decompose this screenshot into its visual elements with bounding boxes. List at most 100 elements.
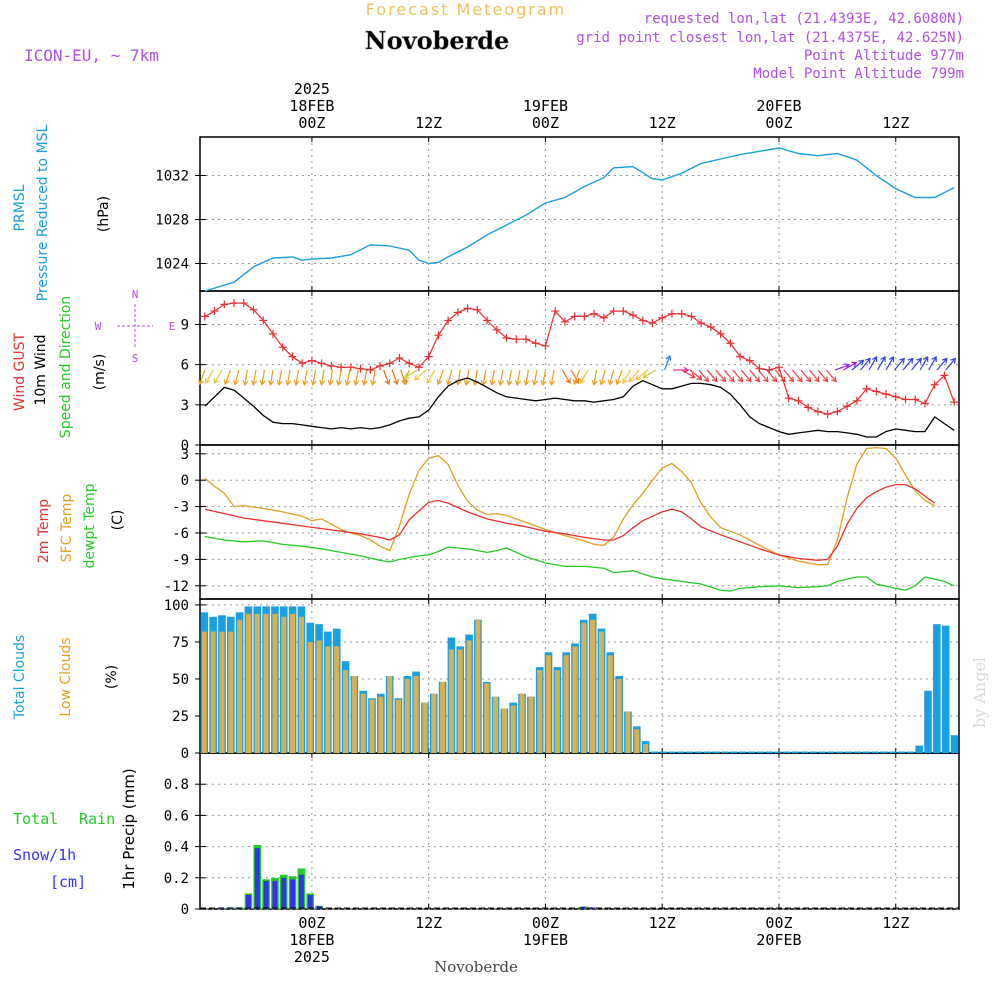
panel-precip: 0 0.2 0.4 0.6 0.8: [164, 752, 960, 918]
gust-marker: [872, 387, 881, 396]
gust-marker: [911, 395, 920, 404]
wind-arrow-head: [436, 379, 443, 386]
gust-marker: [473, 305, 482, 314]
location-title: Novoberde: [365, 26, 510, 55]
cloud-low-bar: [307, 641, 313, 753]
wind-arrow: [800, 369, 811, 382]
gust-marker: [658, 313, 667, 322]
gust-marker: [755, 364, 764, 373]
cloud-low-bar: [431, 693, 437, 753]
gust-marker: [843, 402, 852, 411]
wind-arrow: [295, 369, 300, 385]
panels: 1024102810320369-12-9-6-303025507510000.…: [12, 80, 960, 966]
wind-arrow-head: [628, 376, 635, 383]
cloud-low-bar: [590, 619, 596, 753]
wind-arrow-head: [403, 372, 410, 379]
gust-marker: [249, 305, 258, 314]
wind-arrow-head: [591, 379, 598, 386]
wind-arrow: [766, 369, 777, 382]
gust-marker: [930, 380, 939, 389]
clouds-ytick-label: 0: [181, 746, 189, 762]
wind-arrow: [573, 369, 581, 385]
cloud-total-bar: [950, 735, 959, 753]
pressure-line: [204, 147, 955, 292]
gust-marker: [901, 395, 910, 404]
wind-arrow: [825, 369, 837, 382]
wind-arrow-head: [531, 379, 539, 386]
wind-arrow-head: [763, 376, 769, 383]
cloud-low-bar: [343, 670, 349, 753]
total-clouds-label: Total Clouds: [12, 635, 28, 720]
wind-arrow: [740, 369, 752, 382]
wind-arrow-head: [615, 379, 622, 386]
gust-marker: [560, 317, 569, 326]
compass-w: W: [95, 320, 102, 333]
precip-low-bar: [298, 874, 304, 909]
precip-low-bar: [290, 879, 296, 909]
clouds-ytick-label: 100: [164, 598, 189, 614]
wind-arrow: [234, 369, 240, 385]
gust-marker: [609, 307, 618, 316]
gust-marker: [667, 309, 676, 318]
gust-marker: [278, 343, 287, 352]
wind-ytick-label: 0: [181, 438, 189, 454]
compass-icon: N S W E: [95, 288, 176, 365]
cloud-low-bar: [519, 693, 525, 753]
time-axis: 202518FEB00Z00Z18FEB202512Z12Z19FEB00Z00…: [289, 80, 909, 966]
cloud-bars: [200, 606, 959, 753]
gust-marker: [492, 325, 501, 334]
bottom-time-label: 00Z: [765, 914, 792, 932]
wind-arrow: [600, 369, 606, 385]
cloud-low-bar: [360, 693, 366, 753]
total-label: Total: [13, 810, 58, 828]
wind-arrow: [363, 369, 368, 385]
wind-arrow-head: [426, 377, 432, 385]
wind10-line: [204, 377, 955, 438]
gust-marker: [852, 396, 861, 405]
cloud-low-bar: [607, 655, 613, 753]
gust-marker: [288, 352, 297, 361]
wind-arrow-head: [251, 379, 258, 386]
wind-arrow-head: [506, 379, 513, 386]
cloud-total-bar: [924, 690, 932, 753]
cloud-total-bar: [853, 751, 862, 753]
cloud-low-bar: [334, 646, 340, 753]
gust-marker: [463, 304, 472, 313]
wind-arrow: [570, 369, 580, 384]
gust-marker: [483, 316, 492, 325]
cloud-total-bar: [906, 751, 915, 753]
cloud-low-bar: [448, 649, 454, 753]
wind-arrow-head: [831, 376, 837, 383]
compass-e: E: [169, 320, 176, 333]
wind-arrow: [312, 369, 317, 385]
cloud-low-bar: [563, 655, 569, 753]
gust-marker: [784, 394, 793, 403]
gust-marker: [298, 359, 307, 368]
temp-ytick-label: -3: [172, 500, 189, 516]
gust-marker: [677, 309, 686, 318]
wind-arrow-head: [276, 379, 283, 386]
gust-marker: [920, 399, 929, 408]
wind-arrow: [868, 356, 878, 371]
gust-line: [204, 302, 955, 415]
gust-marker: [580, 312, 589, 321]
wind-arrow-head: [565, 377, 571, 384]
clouds-ytick-label: 75: [172, 635, 189, 651]
gust-marker: [570, 312, 579, 321]
top-time-label: 20FEB: [756, 97, 801, 115]
wind-arrow-head: [327, 379, 334, 386]
wind-arrow: [337, 369, 342, 385]
gust-marker: [891, 392, 900, 401]
wind-arrow: [628, 369, 640, 382]
cloud-low-bar: [210, 631, 216, 753]
cloud-total-bar: [880, 751, 888, 753]
wind-arrow-head: [463, 379, 470, 386]
wind-arrow-head: [353, 379, 360, 386]
gust-marker: [706, 323, 715, 332]
wind-arrow: [834, 364, 850, 371]
gust-marker: [220, 300, 229, 309]
top-time-label: 00Z: [298, 114, 325, 132]
gust-marker: [521, 335, 530, 344]
wind-ytick-label: 9: [181, 317, 189, 333]
panel-labels: PRMSL Pressure Reduced to MSL (hPa) Wind GU…: [12, 124, 138, 891]
